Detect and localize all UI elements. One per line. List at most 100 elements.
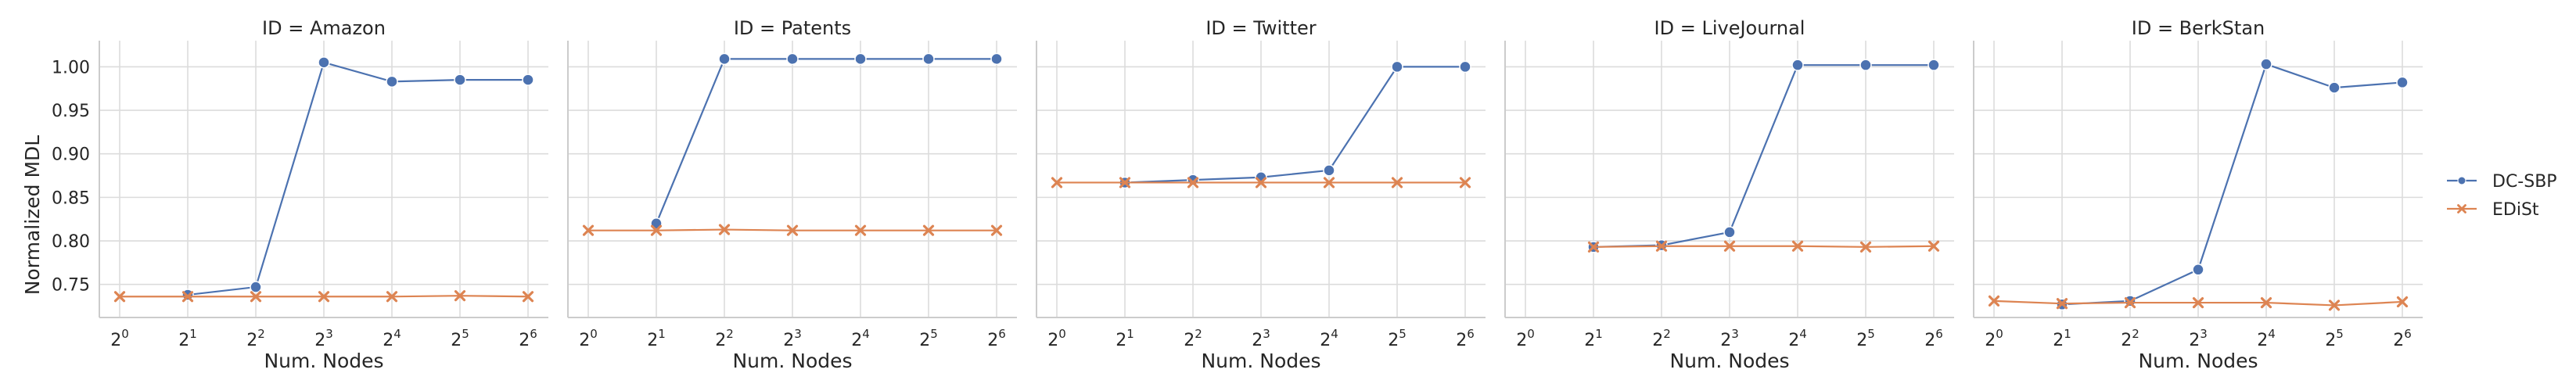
data-point-edist — [1119, 177, 1131, 188]
x-tick-label: 23 — [2189, 327, 2208, 350]
x-tick-exponent: 2 — [257, 327, 265, 341]
data-point-dc-sbp — [1323, 164, 1335, 177]
legend-marker — [2457, 176, 2466, 185]
x-tick-label: 26 — [519, 327, 537, 350]
data-point-edist — [454, 290, 466, 302]
x-tick-exponent: 6 — [2404, 327, 2412, 341]
x-tick-label: 25 — [1856, 327, 1875, 350]
y-tick-label: 0.95 — [52, 102, 90, 121]
x-tick-exponent: 6 — [998, 327, 1006, 341]
x-tick-label: 23 — [783, 327, 802, 350]
data-point-edist — [318, 291, 330, 303]
data-point-edist — [522, 291, 534, 303]
x-tick-exponent: 2 — [1663, 327, 1671, 341]
x-tick-exponent: 3 — [794, 327, 802, 341]
x-tick-exponent: 6 — [530, 327, 537, 341]
x-tick-label: 26 — [1456, 327, 1475, 350]
x-tick-label: 20 — [1047, 327, 1066, 350]
x-tick-label: 24 — [851, 327, 870, 350]
x-tick-label: 20 — [1985, 327, 2003, 350]
x-tick-exponent: 4 — [1331, 327, 1338, 341]
data-point-dc-sbp — [990, 52, 1003, 66]
data-point-edist — [1391, 177, 1403, 188]
x-tick-label: 21 — [1584, 327, 1603, 350]
x-tick-label: 22 — [1652, 327, 1671, 350]
data-point-edist — [250, 291, 262, 303]
x-tick-exponent: 5 — [1867, 327, 1875, 341]
panel-title: ID = BerkStan — [2132, 17, 2265, 39]
data-point-dc-sbp — [1723, 226, 1736, 239]
legend-item-dc-sbp: DC-SBP — [2447, 172, 2557, 192]
x-tick-exponent: 3 — [2200, 327, 2208, 341]
data-point-edist — [2396, 296, 2409, 308]
x-tick-exponent: 5 — [462, 327, 469, 341]
data-point-edist — [1051, 177, 1063, 188]
x-tick-exponent: 4 — [2268, 327, 2276, 341]
x-tick-label: 25 — [2325, 327, 2344, 350]
x-tick-exponent: 6 — [1467, 327, 1475, 341]
data-point-edist — [990, 224, 1003, 236]
x-tick-exponent: 0 — [1058, 327, 1066, 341]
legend-label: DC-SBP — [2492, 172, 2557, 192]
x-tick-label: 25 — [919, 327, 938, 350]
x-tick-label: 22 — [2121, 327, 2139, 350]
x-tick-exponent: 2 — [726, 327, 734, 341]
x-tick-exponent: 0 — [590, 327, 598, 341]
x-tick-label: 22 — [1184, 327, 1202, 350]
panel-title: ID = Amazon — [262, 17, 386, 39]
x-tick-exponent: 2 — [2132, 327, 2139, 341]
data-point-edist — [1988, 295, 2000, 307]
data-point-edist — [2192, 296, 2204, 309]
x-tick-label: 22 — [715, 327, 734, 350]
x-tick-label: 26 — [2393, 327, 2412, 350]
data-point-dc-sbp — [250, 281, 262, 293]
y-axis-label: Normalized MDL — [21, 135, 44, 296]
x-tick-label: 20 — [1516, 327, 1535, 350]
x-tick-exponent: 1 — [2064, 327, 2071, 341]
y-tick-label: 0.85 — [52, 188, 90, 208]
series-line-edist — [1593, 245, 1935, 248]
data-point-edist — [1655, 240, 1668, 252]
data-point-dc-sbp — [1791, 59, 1804, 71]
x-tick-exponent: 3 — [325, 327, 333, 341]
panel-title: ID = LiveJournal — [1654, 17, 1805, 39]
panel-title: ID = Patents — [734, 17, 851, 39]
data-point-edist — [1791, 240, 1804, 252]
data-point-edist — [113, 291, 126, 303]
x-tick-exponent: 1 — [658, 327, 666, 341]
data-point-edist — [582, 224, 595, 236]
data-point-edist — [718, 224, 731, 235]
x-tick-label: 24 — [1320, 327, 1338, 350]
data-point-dc-sbp — [454, 74, 466, 86]
y-tick-label: 0.80 — [52, 232, 90, 252]
x-axis-label: Num. Nodes — [2138, 350, 2258, 372]
x-tick-label: 22 — [246, 327, 265, 350]
data-point-dc-sbp — [522, 74, 534, 86]
data-point-edist — [1187, 177, 1199, 188]
legend: DC-SBP EDiSt — [2447, 172, 2557, 220]
data-point-dc-sbp — [1391, 60, 1403, 74]
x-axis-label: Num. Nodes — [1201, 350, 1320, 372]
data-point-dc-sbp — [2260, 58, 2272, 70]
data-point-dc-sbp — [2396, 76, 2409, 89]
series-line-dc-sbp — [2061, 63, 2403, 306]
data-point-edist — [2124, 296, 2136, 309]
x-tick-exponent: 4 — [862, 327, 870, 341]
x-tick-label: 26 — [1924, 327, 1943, 350]
data-point-edist — [922, 224, 935, 236]
data-point-dc-sbp — [2328, 81, 2341, 94]
x-tick-label: 24 — [1788, 327, 1807, 350]
x-tick-exponent: 5 — [930, 327, 938, 341]
panel-title: ID = Twitter — [1205, 17, 1316, 39]
series-line-dc-sbp — [655, 58, 997, 224]
x-tick-label: 23 — [1720, 327, 1739, 350]
legend-marker — [2457, 204, 2466, 213]
series-line-dc-sbp — [1124, 66, 1465, 184]
data-point-dc-sbp — [1459, 60, 1471, 74]
data-point-edist — [1459, 177, 1471, 188]
x-tick-label: 20 — [110, 327, 129, 350]
x-tick-exponent: 1 — [189, 327, 197, 341]
